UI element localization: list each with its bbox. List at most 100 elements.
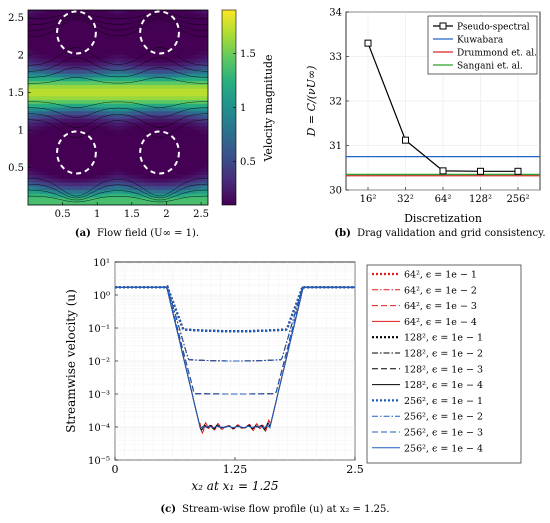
heat-cell — [129, 182, 134, 187]
y-tick-label: 10⁻³ — [88, 390, 110, 401]
heat-cell — [76, 107, 81, 112]
heat-cell — [88, 178, 93, 183]
heat-cell — [61, 115, 66, 120]
heat-cell — [148, 58, 153, 63]
heat-cell — [163, 92, 168, 97]
heat-cell — [114, 130, 119, 135]
heat-cell — [103, 163, 108, 168]
heat-cell — [114, 186, 119, 191]
heat-cell — [189, 51, 194, 56]
heat-cell — [163, 96, 168, 101]
heat-cell — [28, 156, 33, 161]
heat-cell — [58, 55, 63, 60]
heat-cell — [46, 81, 51, 86]
heat-cell — [151, 122, 156, 127]
heat-cell — [46, 40, 51, 45]
heat-cell — [95, 66, 100, 71]
heat-cell — [28, 201, 33, 205]
heat-cell — [129, 122, 134, 127]
heat-cell — [61, 100, 66, 105]
heat-cell — [43, 115, 48, 120]
heat-cell — [185, 73, 190, 78]
heat-cell — [69, 103, 74, 108]
heat-cell — [50, 193, 55, 198]
heat-cell — [61, 47, 66, 52]
heat-cell — [88, 100, 93, 105]
heat-cell — [181, 51, 186, 56]
heat-cell — [159, 40, 164, 45]
heat-cell — [148, 13, 153, 18]
x-tick-label: 0.5 — [55, 209, 71, 220]
profile-ylabel: Streamwise velocity (u) — [64, 289, 78, 433]
heat-cell — [144, 70, 149, 75]
heat-cell — [80, 186, 85, 191]
heat-cell — [61, 111, 66, 116]
heat-cell — [118, 133, 123, 138]
heat-cell — [148, 145, 153, 150]
heat-cell — [133, 28, 138, 33]
heat-cell — [39, 103, 44, 108]
heat-cell — [133, 167, 138, 172]
heat-cell — [73, 96, 78, 101]
heat-cell — [189, 115, 194, 120]
heat-cell — [196, 160, 201, 165]
heat-cell — [50, 145, 55, 150]
heat-cell — [39, 111, 44, 116]
heat-cell — [129, 167, 134, 172]
heat-cell — [43, 55, 48, 60]
heat-cell — [91, 66, 96, 71]
heat-cell — [95, 85, 100, 90]
heat-cell — [166, 62, 171, 67]
heat-cell — [110, 40, 115, 45]
heat-cell — [39, 126, 44, 131]
heat-cell — [106, 148, 111, 153]
heat-cell — [50, 133, 55, 138]
heat-cell — [140, 118, 145, 123]
heat-cell — [43, 137, 48, 142]
heat-cell — [28, 115, 33, 120]
heat-cell — [133, 156, 138, 161]
heat-cell — [80, 118, 85, 123]
heat-cell — [103, 81, 108, 86]
heat-cell — [166, 152, 171, 157]
heat-cell — [204, 36, 208, 41]
heat-cell — [204, 62, 208, 67]
heat-cell — [99, 163, 104, 168]
heat-cell — [103, 171, 108, 176]
heat-cell — [88, 190, 93, 195]
heat-cell — [185, 66, 190, 71]
heat-cell — [140, 77, 145, 82]
legend-label: 128², ϵ = 1e − 3 — [404, 364, 483, 375]
heat-cell — [133, 163, 138, 168]
heat-cell — [99, 156, 104, 161]
x-tick-label: 0 — [112, 463, 119, 476]
obstacle-circle — [139, 10, 180, 55]
heat-cell — [43, 163, 48, 168]
heat-cell — [121, 171, 126, 176]
heat-cell — [204, 175, 208, 180]
heat-cell — [136, 201, 141, 205]
heat-cell — [54, 163, 59, 168]
heat-cell — [189, 88, 194, 93]
heat-cell — [118, 167, 123, 172]
heat-cell — [181, 96, 186, 101]
heat-cell — [31, 130, 36, 135]
heat-cell — [39, 133, 44, 138]
heat-cell — [84, 130, 89, 135]
heat-cell — [185, 17, 190, 22]
heat-cell — [106, 126, 111, 131]
heat-cell — [73, 163, 78, 168]
heat-cell — [106, 145, 111, 150]
heat-cell — [155, 66, 160, 71]
heat-cell — [118, 51, 123, 56]
heat-cell — [144, 152, 149, 157]
heat-cell — [69, 28, 74, 33]
heat-cell — [166, 36, 171, 41]
heat-cell — [121, 43, 126, 48]
heat-cell — [35, 190, 40, 195]
colorbar-ticks: 0.511.5 — [233, 49, 256, 168]
heat-cell — [178, 137, 183, 142]
heat-cell — [189, 171, 194, 176]
heat-cell — [43, 190, 48, 195]
heat-cell — [200, 70, 205, 75]
